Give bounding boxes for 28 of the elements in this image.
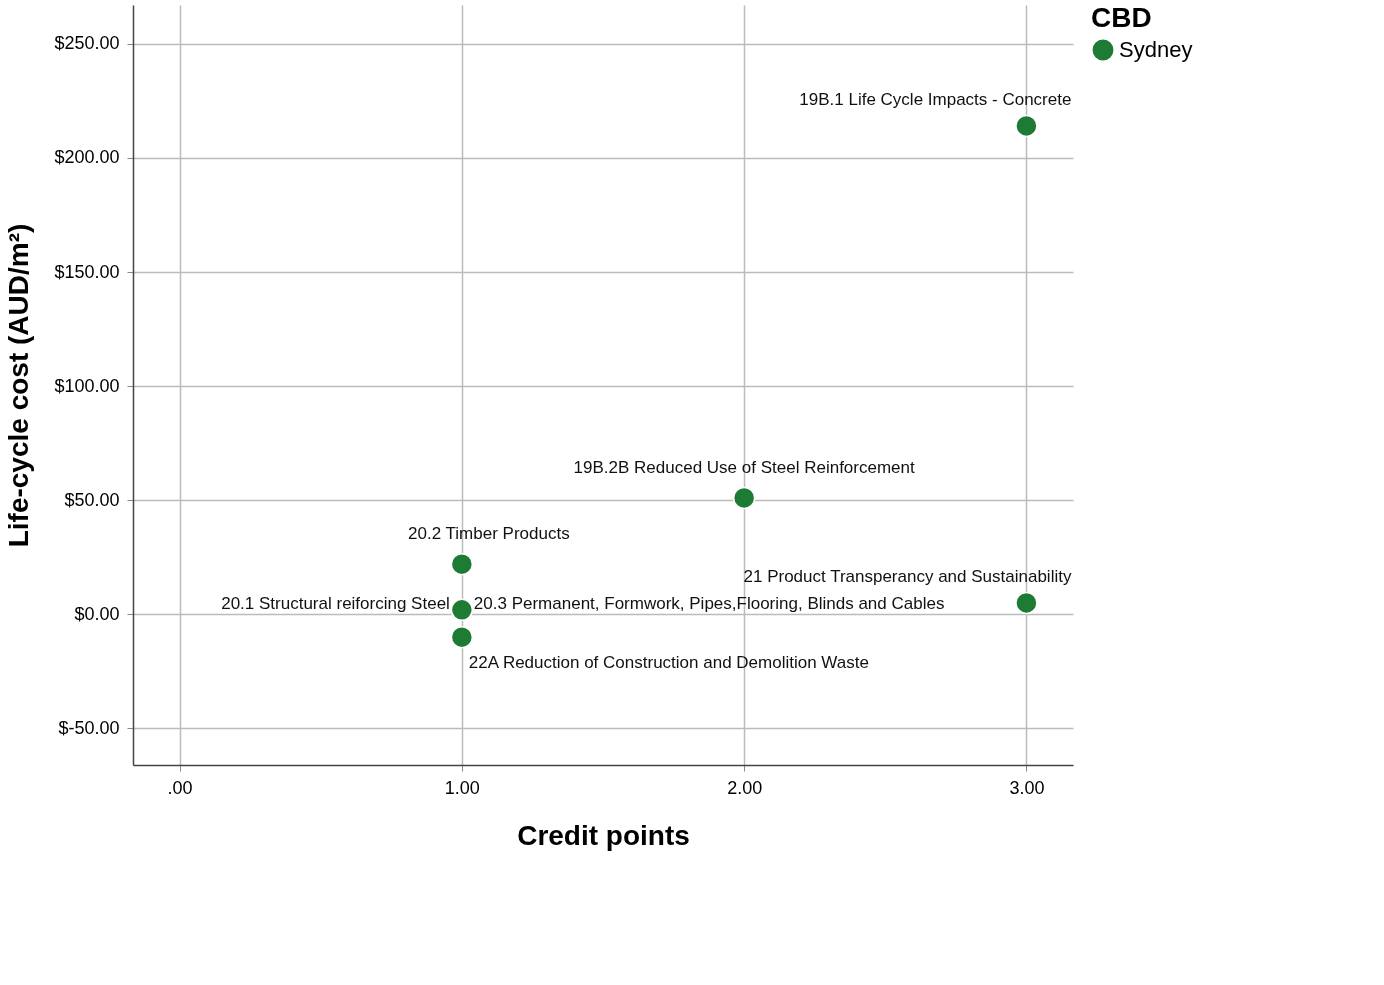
y-tick-label: $-50.00 <box>58 717 120 738</box>
x-tick-label: .00 <box>167 777 193 798</box>
point <box>1015 114 1038 138</box>
y-tick-label: $0.00 <box>74 603 120 624</box>
point <box>732 486 756 510</box>
annotation: 20.2 Timber Products <box>408 524 570 544</box>
y-tick-label: $200.00 <box>54 147 120 168</box>
y-tick-label: $100.00 <box>54 375 120 396</box>
annotation: 19B.2B Reduced Use of Steel Reinforcement <box>573 457 915 477</box>
legend-label: Sydney <box>1119 37 1193 62</box>
point <box>450 552 474 576</box>
legend-title: CBD <box>1091 2 1152 33</box>
y-tick-label: $250.00 <box>54 33 120 54</box>
y-tick-label: $150.00 <box>54 261 120 282</box>
annotation: 21 Product Transperancy and Sustainability <box>743 566 1072 586</box>
annotation: 20.3 Permanent, Formwork, Pipes,Flooring, Blinds and Cables <box>473 593 945 613</box>
annotation: 22A Reduction of Construction and Demolition Waste <box>468 653 869 673</box>
point <box>450 625 474 649</box>
x-axis-title: Credit points <box>517 819 690 851</box>
annotation: 20.1 Structural reiforcing Steel <box>221 593 450 613</box>
x-tick-label: 3.00 <box>1009 777 1045 798</box>
y-axis-title: Life-cycle cost (AUD/m²) <box>3 223 35 548</box>
x-tick-label: 1.00 <box>444 777 480 798</box>
x-tick-label: 2.00 <box>727 777 763 798</box>
y-tick-label: $50.00 <box>64 489 120 510</box>
point <box>1015 591 1038 615</box>
annotation: 19B.1 Life Cycle Impacts - Concrete <box>799 89 1072 109</box>
point <box>450 598 474 622</box>
